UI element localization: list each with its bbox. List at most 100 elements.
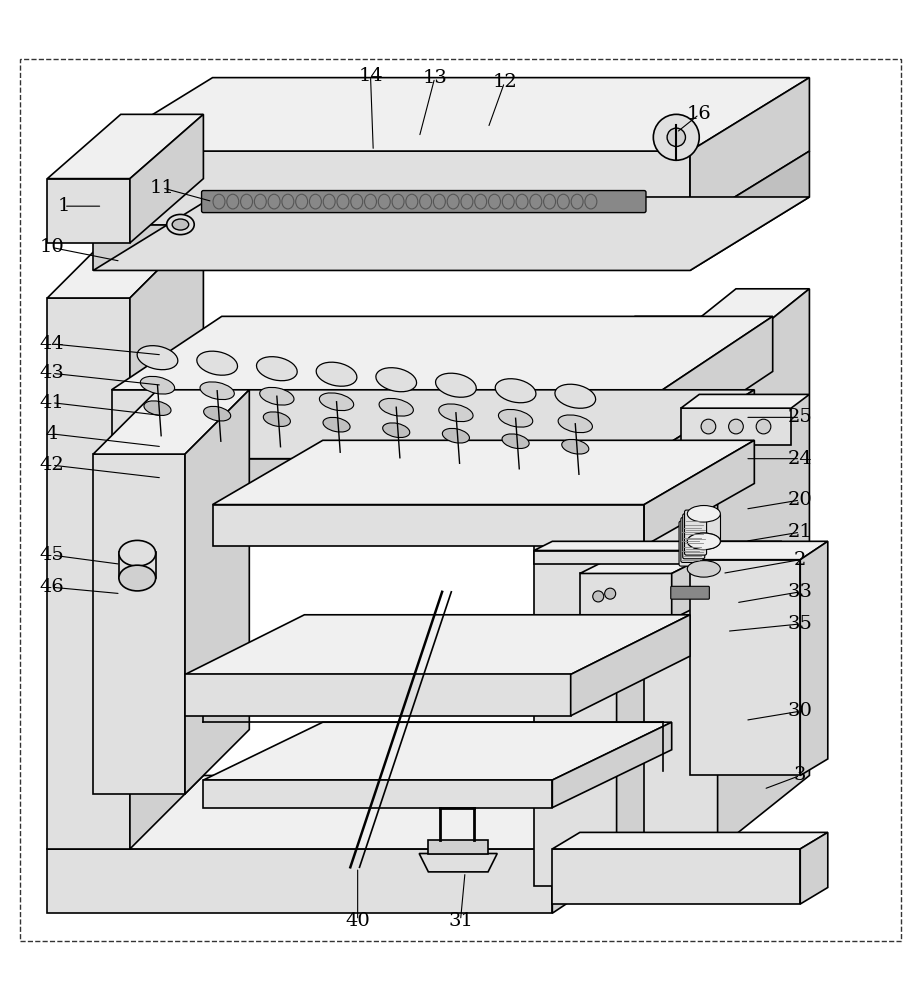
Polygon shape [662, 316, 773, 445]
Polygon shape [644, 362, 717, 849]
Circle shape [605, 588, 615, 599]
Ellipse shape [687, 561, 720, 577]
Ellipse shape [562, 439, 589, 454]
Polygon shape [553, 722, 671, 808]
Ellipse shape [442, 428, 470, 443]
Ellipse shape [167, 214, 194, 235]
Polygon shape [571, 615, 690, 716]
Polygon shape [93, 78, 810, 151]
Polygon shape [690, 541, 828, 560]
Text: 1: 1 [58, 197, 70, 215]
Ellipse shape [502, 434, 530, 449]
Polygon shape [93, 390, 250, 454]
FancyBboxPatch shape [681, 517, 703, 562]
FancyBboxPatch shape [119, 552, 156, 578]
Polygon shape [690, 560, 800, 775]
Polygon shape [717, 289, 810, 849]
Polygon shape [130, 225, 204, 849]
FancyBboxPatch shape [684, 510, 706, 555]
Text: 42: 42 [40, 456, 64, 474]
Ellipse shape [498, 409, 532, 427]
Ellipse shape [379, 398, 414, 416]
FancyBboxPatch shape [682, 514, 705, 559]
Circle shape [653, 114, 699, 160]
FancyBboxPatch shape [679, 521, 701, 566]
Ellipse shape [323, 417, 350, 432]
Ellipse shape [260, 387, 294, 405]
Ellipse shape [257, 357, 297, 381]
Ellipse shape [204, 406, 231, 421]
Polygon shape [534, 316, 717, 390]
Ellipse shape [436, 373, 476, 397]
Polygon shape [93, 197, 810, 270]
Text: 40: 40 [345, 912, 370, 930]
Polygon shape [93, 151, 690, 225]
Text: 41: 41 [40, 394, 64, 412]
Polygon shape [553, 775, 662, 913]
Ellipse shape [137, 346, 178, 370]
Text: 11: 11 [150, 179, 174, 197]
Ellipse shape [438, 404, 473, 422]
Ellipse shape [687, 533, 720, 550]
Polygon shape [553, 849, 800, 904]
Text: 25: 25 [787, 408, 812, 426]
Ellipse shape [200, 382, 234, 400]
Ellipse shape [687, 533, 720, 550]
Ellipse shape [119, 565, 156, 591]
Ellipse shape [197, 351, 238, 375]
Text: 14: 14 [358, 67, 383, 85]
Circle shape [729, 419, 743, 434]
Polygon shape [47, 298, 130, 849]
Ellipse shape [144, 401, 171, 415]
Circle shape [667, 128, 685, 146]
Text: 46: 46 [40, 578, 64, 596]
Polygon shape [419, 854, 497, 872]
Polygon shape [644, 289, 810, 362]
Polygon shape [213, 440, 754, 505]
Ellipse shape [172, 219, 189, 230]
Polygon shape [681, 394, 810, 408]
Ellipse shape [263, 412, 290, 427]
Circle shape [756, 419, 771, 434]
Polygon shape [534, 541, 782, 551]
Text: 21: 21 [787, 523, 812, 541]
Polygon shape [47, 114, 204, 179]
Polygon shape [687, 514, 720, 541]
Polygon shape [213, 505, 644, 546]
FancyBboxPatch shape [202, 191, 646, 213]
Circle shape [593, 591, 604, 602]
Polygon shape [671, 551, 717, 619]
Polygon shape [580, 573, 671, 619]
Ellipse shape [376, 368, 416, 392]
Text: 44: 44 [40, 335, 64, 353]
Ellipse shape [558, 415, 592, 433]
Text: 16: 16 [687, 105, 712, 123]
Polygon shape [428, 840, 488, 854]
Polygon shape [800, 541, 828, 775]
FancyBboxPatch shape [670, 586, 709, 599]
Text: 45: 45 [40, 546, 64, 564]
Text: 3: 3 [794, 766, 807, 784]
Text: 30: 30 [787, 702, 812, 720]
Polygon shape [93, 225, 690, 270]
Polygon shape [616, 316, 717, 886]
Polygon shape [681, 408, 791, 445]
Circle shape [701, 419, 716, 434]
Polygon shape [139, 390, 754, 459]
Text: 12: 12 [492, 73, 517, 91]
Text: 33: 33 [787, 583, 812, 601]
Polygon shape [204, 780, 553, 808]
Polygon shape [111, 316, 773, 390]
Polygon shape [690, 78, 810, 225]
Polygon shape [185, 674, 571, 716]
Text: 10: 10 [40, 238, 64, 256]
Text: 2: 2 [794, 551, 807, 569]
Ellipse shape [119, 540, 156, 566]
Ellipse shape [383, 423, 410, 438]
Polygon shape [644, 440, 754, 546]
Ellipse shape [320, 393, 354, 411]
Polygon shape [185, 615, 690, 674]
Ellipse shape [316, 362, 357, 386]
Polygon shape [139, 459, 644, 500]
Text: 13: 13 [423, 69, 448, 87]
